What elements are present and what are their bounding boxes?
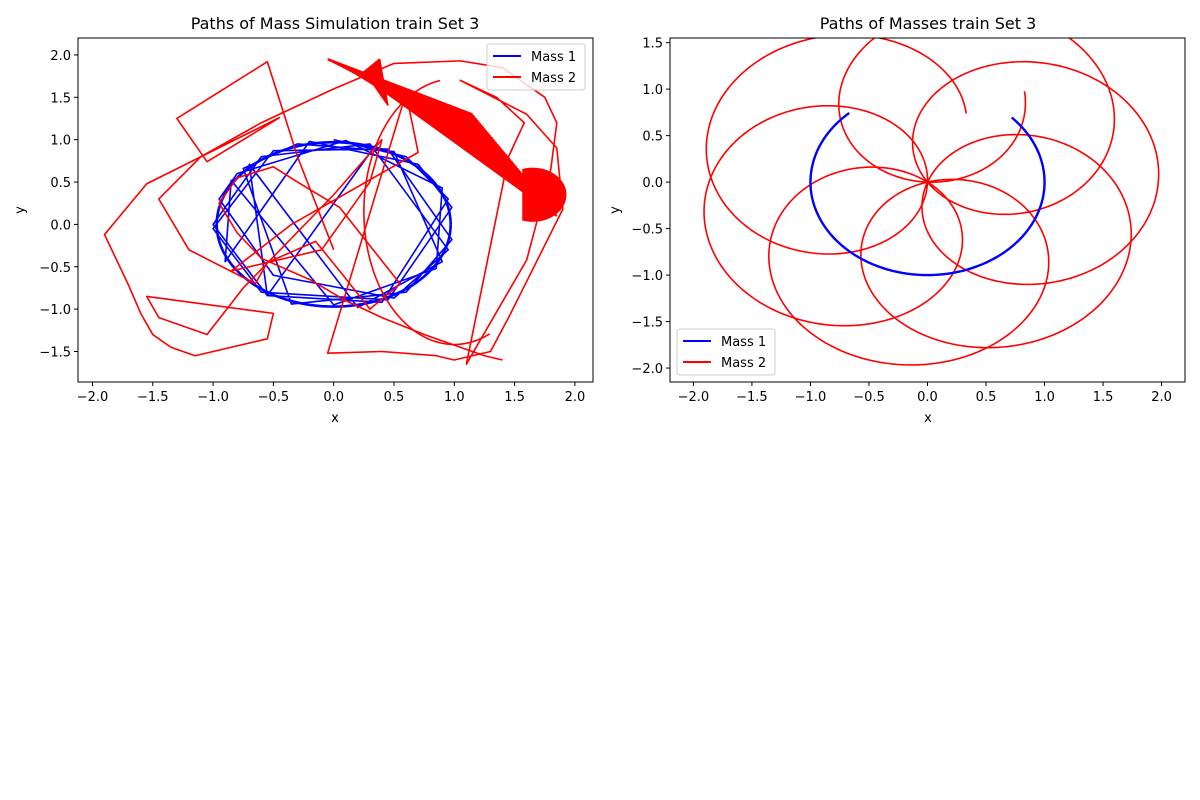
- y-tick-label: −1.5: [631, 316, 663, 331]
- chart-right: Paths of Masses train Set 3 −2.0 −1.5 −1.0…: [608, 14, 1186, 426]
- chart-left-legend: Mass 1 Mass 2: [486, 43, 586, 91]
- x-tick-label: −1.0: [795, 390, 827, 405]
- x-tick-label: 1.5: [504, 390, 525, 405]
- chart-left-plot-area: [103, 58, 567, 366]
- y-tick-label: 1.0: [642, 83, 663, 98]
- y-tick-label: −0.5: [631, 223, 663, 238]
- chart-right-plot-area: [703, 38, 1160, 366]
- y-tick-label: 1.0: [50, 134, 71, 149]
- y-tick-label: −0.5: [39, 261, 71, 276]
- chart-left-xlabel: x: [331, 411, 339, 426]
- mass2-arc: [363, 79, 491, 346]
- y-tick-label: −1.5: [39, 345, 71, 360]
- mass2-path: [703, 38, 1160, 366]
- legend-right-mass2-label: Mass 2: [721, 356, 766, 371]
- y-tick-label: −1.0: [39, 303, 71, 318]
- x-tick-label: −2.0: [77, 390, 109, 405]
- x-tick-label: −1.5: [137, 390, 169, 405]
- x-tick-label: 2.0: [565, 390, 586, 405]
- mass2-fan-stroke: [378, 59, 389, 106]
- x-tick-label: 2.0: [1151, 390, 1172, 405]
- x-tick-label: 0.5: [384, 390, 405, 405]
- x-tick-label: −2.0: [678, 390, 710, 405]
- y-tick-label: −2.0: [631, 362, 663, 377]
- mass2-dense-region: [522, 167, 567, 222]
- x-tick-label: −0.5: [853, 390, 885, 405]
- chart-left-title: Paths of Mass Simulation train Set 3: [191, 14, 480, 33]
- legend-right-mass1-label: Mass 1: [721, 335, 766, 350]
- chart-left-ylabel: y: [13, 206, 28, 214]
- mass2-path: [103, 60, 564, 366]
- chart-right-title: Paths of Masses train Set 3: [820, 14, 1037, 33]
- mass1-path: [212, 138, 453, 309]
- y-tick-label: 0.5: [50, 176, 71, 191]
- chart-left: Paths of Mass Simulation train Set 3 −2.…: [13, 14, 594, 426]
- legend-left-mass2-label: Mass 2: [531, 71, 576, 86]
- x-tick-label: 0.0: [917, 390, 938, 405]
- mass1-path: [809, 112, 1046, 277]
- x-tick-label: 1.0: [1034, 390, 1055, 405]
- y-tick-label: 0.0: [642, 176, 663, 191]
- x-tick-label: 0.5: [976, 390, 997, 405]
- y-tick-label: −1.0: [631, 269, 663, 284]
- series-layer: [103, 58, 567, 366]
- x-tick-label: −0.5: [258, 390, 290, 405]
- x-tick-label: 1.5: [1093, 390, 1114, 405]
- y-tick-label: 0.0: [50, 218, 71, 233]
- chart-right-ylabel: y: [608, 206, 623, 214]
- series-layer: [703, 38, 1160, 366]
- x-tick-label: 1.0: [444, 390, 465, 405]
- y-tick-label: 0.5: [642, 130, 663, 145]
- x-tick-label: −1.5: [736, 390, 768, 405]
- y-tick-label: 1.5: [50, 91, 71, 106]
- x-tick-label: 0.0: [323, 390, 344, 405]
- chart-right-ticks: −2.0 −1.5 −1.0 −0.5 0.0 0.5 1.0 1.5 2.0 −2.0 −1.5 −…: [631, 37, 1186, 405]
- x-tick-label: −1.0: [197, 390, 229, 405]
- chart-right-xlabel: x: [924, 411, 932, 426]
- axes-frame: [77, 37, 594, 383]
- y-tick-label: 1.5: [642, 37, 663, 52]
- y-tick-label: 2.0: [50, 49, 71, 64]
- chart-right-legend: Mass 1 Mass 2: [676, 328, 776, 376]
- chart-left-ticks: −2.0 −1.5 −1.0 −0.5 0.0 0.5 1.0 1.5 2.0 −1.5 −1.0 −…: [39, 37, 594, 405]
- legend-left-mass1-label: Mass 1: [531, 50, 576, 65]
